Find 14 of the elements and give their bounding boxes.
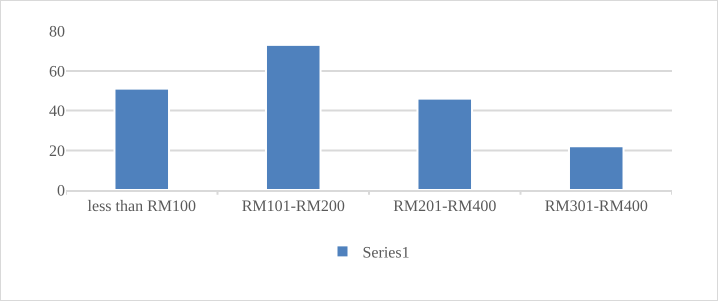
bar	[113, 88, 170, 190]
y-tick-label: 60	[49, 63, 65, 80]
bar	[264, 44, 322, 190]
bar	[568, 145, 625, 190]
legend-label: Series1	[362, 244, 410, 262]
x-tick-label: RM201-RM400	[393, 198, 496, 216]
y-tick-label: 0	[57, 182, 65, 200]
x-tick-label: less than RM100	[88, 198, 196, 216]
x-tick-label: RM301-RM400	[544, 198, 648, 216]
y-tick-label: 20	[49, 142, 65, 160]
bar	[416, 98, 474, 190]
y-tick-label: 80	[49, 24, 65, 41]
x-tick-label: RM101-RM200	[242, 198, 345, 216]
y-tick-label: 40	[49, 103, 65, 120]
